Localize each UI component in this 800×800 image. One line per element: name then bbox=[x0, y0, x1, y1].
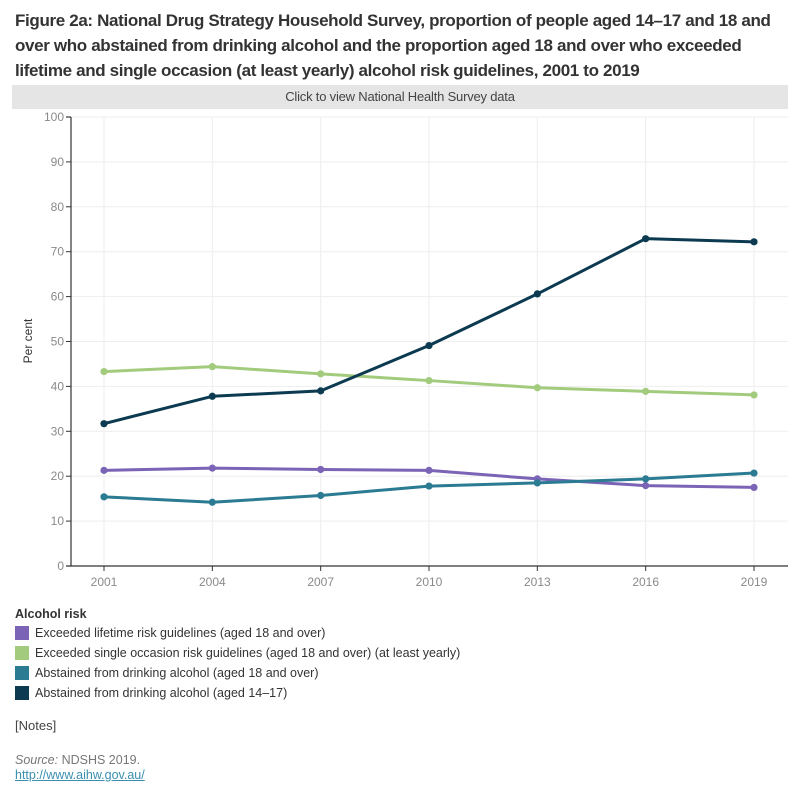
data-point[interactable] bbox=[100, 420, 108, 428]
source-label: Source: bbox=[15, 753, 59, 767]
legend-swatch bbox=[15, 666, 29, 680]
series-2 bbox=[100, 469, 758, 506]
data-point[interactable] bbox=[750, 469, 758, 477]
y-axis-ticks: 0 10 20 30 40 50 60 70 80 90 100 bbox=[44, 110, 71, 573]
y-tick-label: 80 bbox=[51, 200, 65, 214]
legend-swatch bbox=[15, 626, 29, 640]
data-point[interactable] bbox=[208, 363, 216, 371]
data-point[interactable] bbox=[317, 491, 325, 500]
y-tick-label: 60 bbox=[51, 290, 65, 304]
view-nhs-data-button[interactable]: Click to view National Health Survey dat… bbox=[12, 85, 788, 109]
legend-swatch bbox=[15, 646, 29, 660]
series-3 bbox=[100, 235, 758, 428]
data-point[interactable] bbox=[208, 464, 216, 472]
data-point[interactable] bbox=[750, 238, 758, 246]
data-point[interactable] bbox=[750, 391, 758, 399]
y-axis-title: Per cent bbox=[21, 318, 35, 363]
y-tick-label: 10 bbox=[51, 514, 65, 528]
y-tick-label: 100 bbox=[44, 110, 64, 124]
source-text: Source: NDSHS 2019. bbox=[15, 753, 140, 767]
series-0 bbox=[100, 464, 758, 492]
x-axis-ticks: 2001 2004 2007 2010 2013 2016 2019 bbox=[91, 566, 768, 589]
data-point[interactable] bbox=[100, 466, 108, 474]
data-point[interactable] bbox=[642, 387, 650, 395]
y-tick-label: 20 bbox=[51, 469, 65, 483]
legend-item[interactable]: Abstained from drinking alcohol (aged 14… bbox=[15, 683, 460, 703]
data-point[interactable] bbox=[317, 370, 325, 378]
legend-label: Abstained from drinking alcohol (aged 18… bbox=[35, 666, 319, 680]
data-point[interactable] bbox=[642, 235, 650, 243]
y-tick-label: 70 bbox=[51, 245, 65, 259]
data-point[interactable] bbox=[100, 493, 108, 501]
legend-item[interactable]: Exceeded single occasion risk guidelines… bbox=[15, 643, 460, 663]
data-point[interactable] bbox=[642, 482, 650, 490]
legend-title: Alcohol risk bbox=[15, 607, 87, 621]
data-point[interactable] bbox=[533, 290, 541, 298]
x-tick-label: 2007 bbox=[307, 575, 334, 589]
data-point[interactable] bbox=[750, 483, 758, 492]
legend: Alcohol risk Exceeded lifetime risk guid… bbox=[15, 607, 460, 703]
data-point[interactable] bbox=[642, 475, 650, 483]
data-point[interactable] bbox=[208, 498, 216, 506]
series-group bbox=[100, 235, 758, 506]
data-point[interactable] bbox=[425, 466, 433, 474]
data-point[interactable] bbox=[425, 482, 433, 490]
figure-title: Figure 2a: National Drug Strategy Househ… bbox=[15, 11, 771, 80]
gridlines bbox=[71, 116, 788, 566]
x-tick-label: 2001 bbox=[91, 575, 118, 589]
data-point[interactable] bbox=[100, 367, 108, 376]
x-tick-label: 2016 bbox=[632, 575, 659, 589]
data-point[interactable] bbox=[425, 341, 433, 350]
y-tick-label: 50 bbox=[51, 335, 65, 349]
data-point[interactable] bbox=[208, 392, 216, 400]
data-point[interactable] bbox=[533, 479, 541, 487]
x-tick-label: 2004 bbox=[199, 575, 226, 589]
legend-item[interactable]: Exceeded lifetime risk guidelines (aged … bbox=[15, 623, 460, 643]
x-tick-label: 2019 bbox=[741, 575, 768, 589]
aihw-link[interactable]: http://www.aihw.gov.au/ bbox=[15, 768, 145, 782]
legend-label: Exceeded lifetime risk guidelines (aged … bbox=[35, 626, 326, 640]
legend-label: Abstained from drinking alcohol (aged 14… bbox=[35, 686, 288, 700]
y-tick-label: 90 bbox=[51, 155, 65, 169]
x-tick-label: 2013 bbox=[524, 575, 551, 589]
x-tick-label: 2010 bbox=[416, 575, 443, 589]
notes-link[interactable]: [Notes] bbox=[15, 718, 57, 733]
data-point[interactable] bbox=[533, 384, 541, 392]
legend-item[interactable]: Abstained from drinking alcohol (aged 18… bbox=[15, 663, 460, 683]
legend-swatch bbox=[15, 686, 29, 700]
y-tick-label: 40 bbox=[51, 379, 65, 393]
data-point[interactable] bbox=[317, 387, 325, 395]
data-point[interactable] bbox=[317, 465, 325, 474]
source-value: NDSHS 2019. bbox=[58, 753, 141, 767]
y-tick-label: 0 bbox=[57, 559, 64, 573]
y-tick-label: 30 bbox=[51, 424, 65, 438]
data-point[interactable] bbox=[425, 376, 433, 385]
series-1 bbox=[100, 363, 758, 399]
legend-label: Exceeded single occasion risk guidelines… bbox=[35, 646, 461, 660]
